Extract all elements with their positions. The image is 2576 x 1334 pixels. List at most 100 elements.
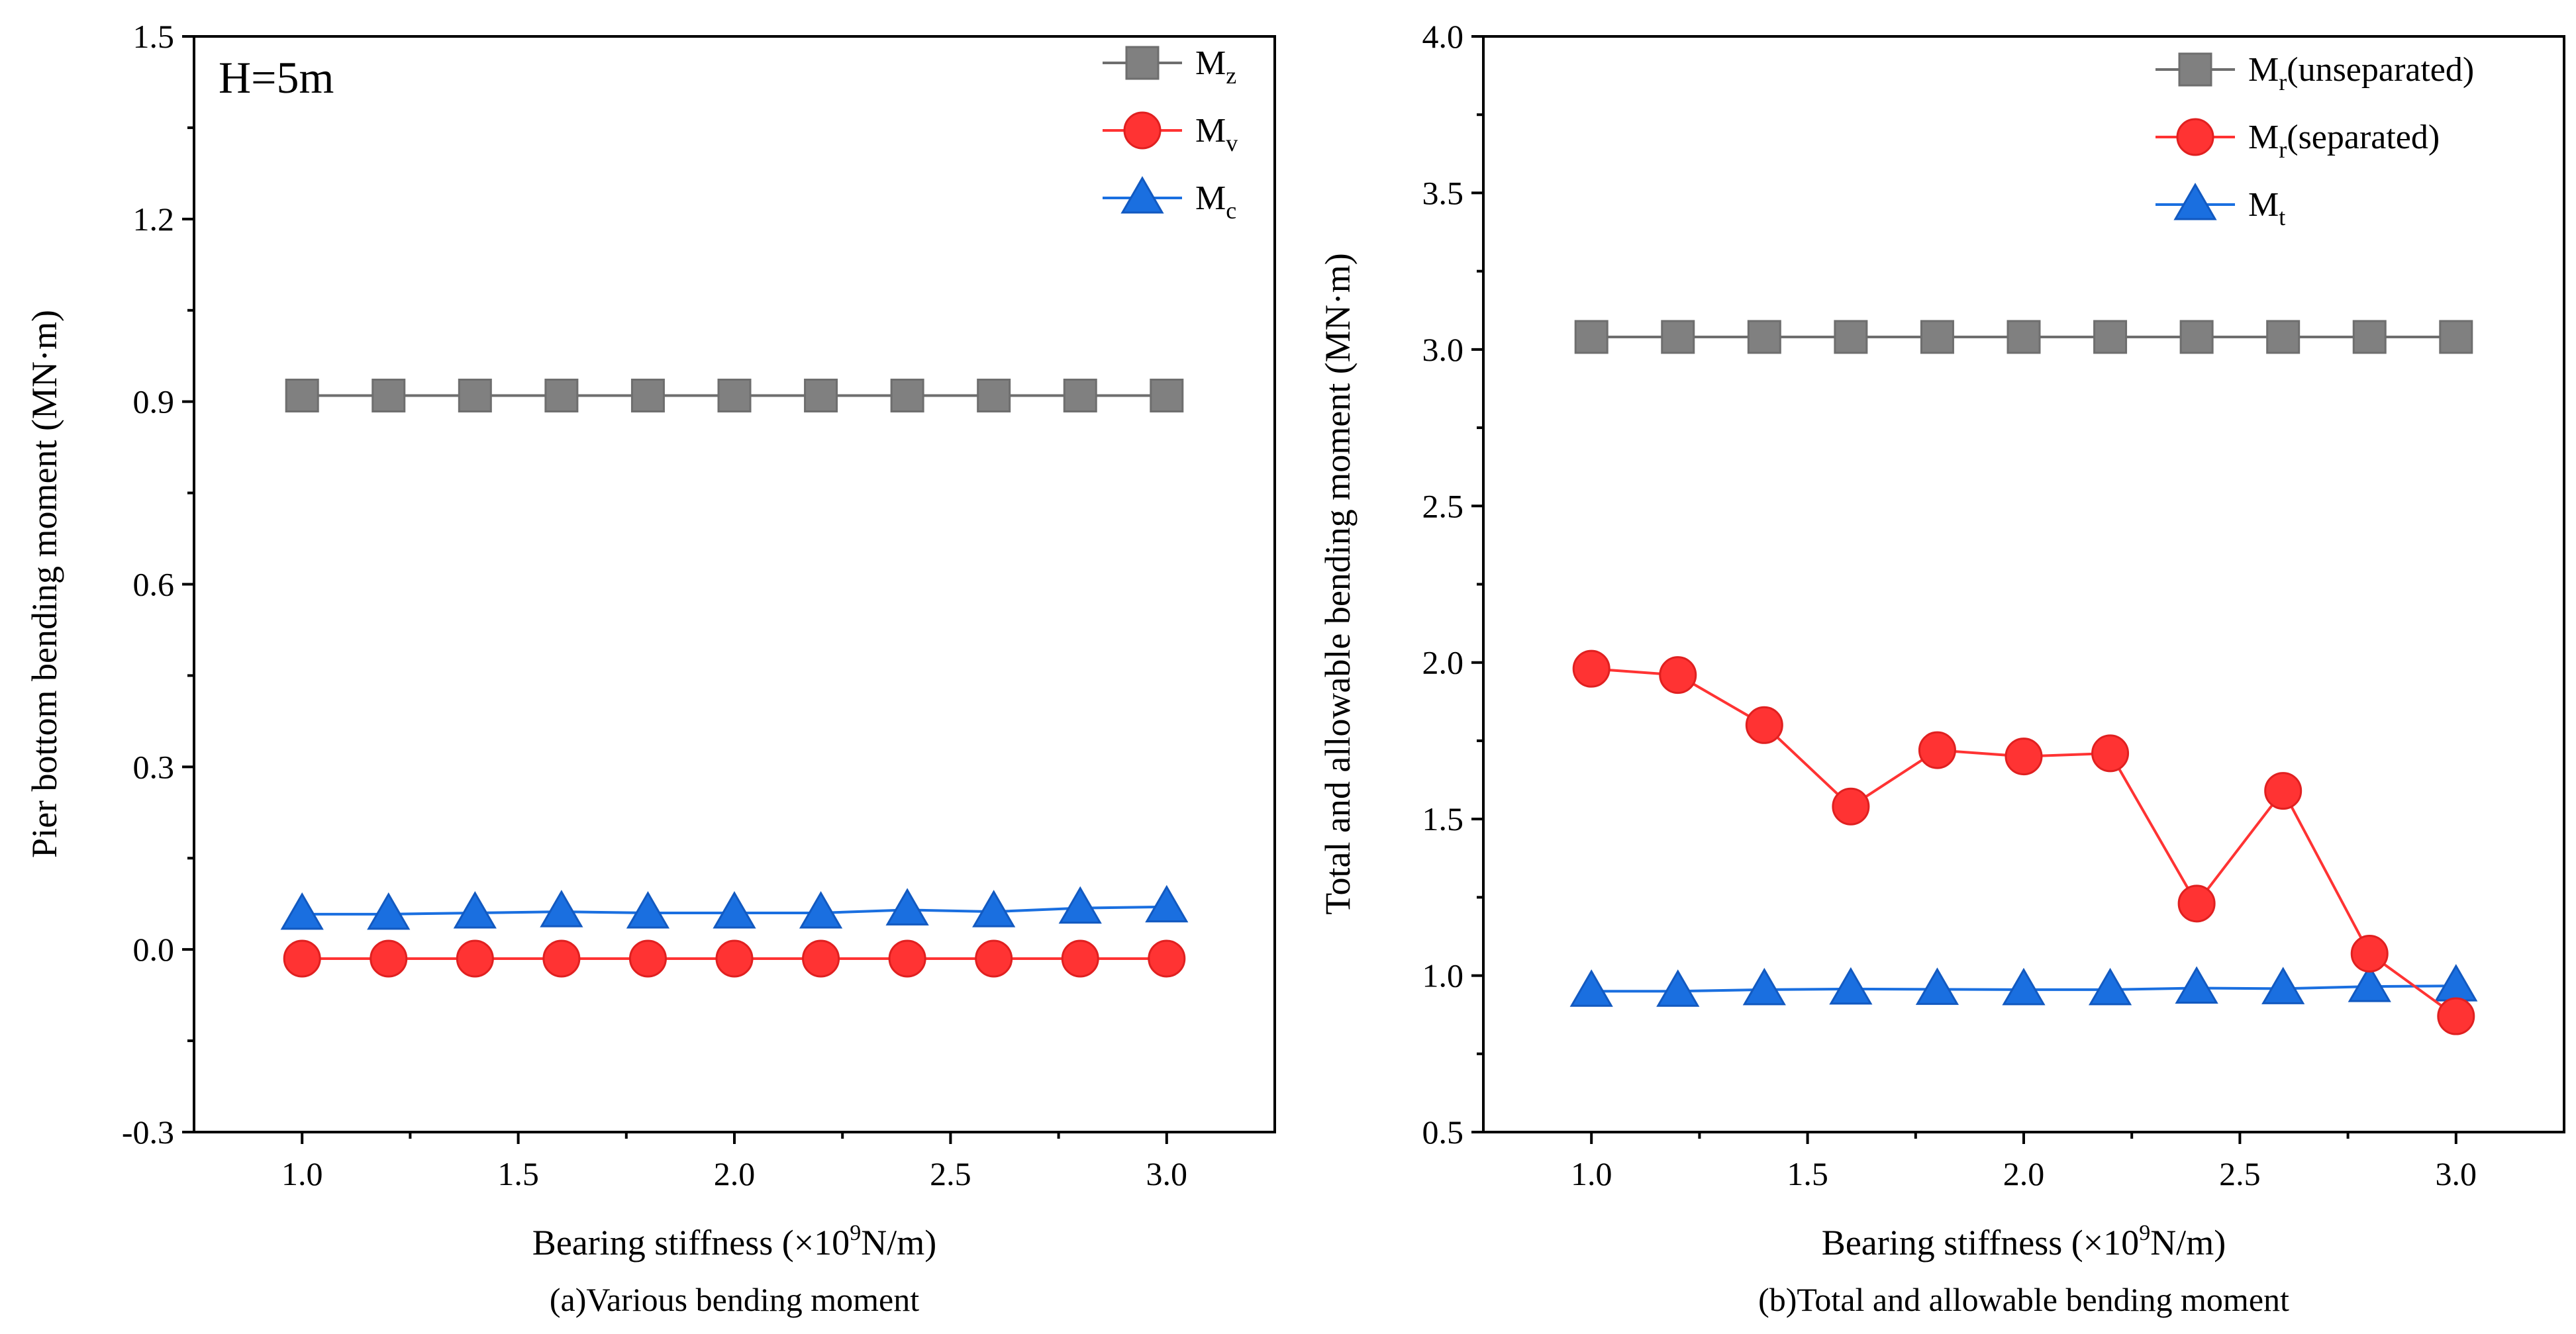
data-point [799, 890, 843, 929]
series-c [280, 884, 1189, 930]
data-point [1834, 320, 1868, 354]
legend-label: Mr(separated) [2248, 119, 2440, 163]
data-point [2091, 734, 2130, 773]
legend-label: Mz [1195, 44, 1236, 89]
data-point [2264, 772, 2303, 810]
data-point [717, 378, 752, 412]
data-point [1145, 884, 1189, 923]
x-tick-label: 1.0 [1571, 1155, 1612, 1192]
y-tick-label: -0.3 [122, 1114, 174, 1151]
data-point [1148, 939, 1186, 978]
data-point [977, 378, 1011, 412]
x-axis-label-b-tail: N/m) [2150, 1223, 2226, 1263]
x-axis-label-a-tail: N/m) [861, 1223, 936, 1263]
data-point [1745, 706, 1783, 744]
legend-b: Mr(unseparated) Mr(separated) Mt [2155, 51, 2474, 230]
data-point [1832, 787, 1870, 826]
data-point [715, 939, 754, 978]
x-tick-label: 3.0 [2436, 1155, 2477, 1192]
data-point [1569, 969, 1613, 1007]
data-point [1829, 967, 1873, 1005]
data-point [2261, 967, 2305, 1004]
series-t [1569, 964, 2478, 1007]
x-tick-label: 1.5 [1787, 1155, 1828, 1192]
data-point [2350, 934, 2389, 973]
y-axis-label-a: Pier bottom bending moment (MN·m) [25, 310, 64, 858]
y-tick-label: 3.0 [1422, 331, 1464, 368]
y-tick-label: 4.0 [1422, 18, 1464, 55]
x-tick-label: 2.5 [930, 1155, 971, 1192]
data-point [367, 892, 411, 930]
data-point [458, 378, 492, 412]
data-point [280, 892, 324, 930]
data-point [2352, 320, 2387, 354]
data-point [972, 890, 1016, 928]
legend-marker [1125, 46, 1160, 80]
y-tick-label: 1.5 [1422, 800, 1464, 837]
x-tick-label: 3.0 [1146, 1155, 1188, 1192]
x-tick-label: 1.5 [497, 1155, 539, 1192]
x-tick-label: 1.0 [281, 1155, 323, 1192]
series-line [1591, 667, 2457, 1018]
y-tick-label: 0.6 [133, 566, 175, 603]
legend-marker [1120, 175, 1164, 214]
legend-marker [1123, 111, 1162, 150]
y-tick-label: 1.0 [1422, 957, 1464, 994]
legend-label: Mr(unseparated) [2248, 51, 2474, 95]
y-tick-label: 1.2 [133, 201, 175, 238]
data-point [456, 939, 494, 978]
y-tick-label: 0.3 [133, 748, 175, 785]
data-point [1747, 320, 1781, 354]
data-point [372, 378, 406, 412]
x-axis-label-b-main: Bearing stiffness (×10 [1822, 1223, 2139, 1263]
data-point [2005, 738, 2043, 776]
data-point [1661, 320, 1695, 354]
data-point [888, 939, 926, 978]
data-point [1742, 967, 1786, 1006]
x-tick-label: 2.0 [2003, 1155, 2045, 1192]
data-point [2006, 320, 2041, 354]
data-point [1572, 649, 1610, 688]
y-tick-label: 0.9 [133, 383, 175, 420]
caption-b: (b)Total and allowable bending moment [1758, 1281, 2289, 1318]
data-point [1915, 967, 1959, 1005]
series-r-unseparated [1574, 320, 2473, 354]
data-point [1574, 320, 1609, 354]
series-v [283, 939, 1186, 978]
height-annotation: H=5m [219, 52, 334, 103]
x-axis-label-b: Bearing stiffness (×109N/m) [1822, 1221, 2226, 1263]
data-point [1058, 886, 1102, 924]
data-point [370, 939, 408, 978]
legend-marker [2176, 118, 2214, 156]
panel-a: 1.0 1.5 2.0 2.5 3.0 -0.3 0.0 0.3 0.6 0.9 1.2 1.5 H=… [25, 18, 1276, 1318]
y-tick-label: 0.0 [133, 931, 175, 968]
legend-marker [2178, 52, 2212, 87]
x-tick-label: 2.5 [2219, 1155, 2261, 1192]
y-tick-label: 1.5 [133, 18, 175, 55]
data-point [2266, 320, 2301, 354]
data-point [2348, 965, 2391, 1002]
data-point [285, 378, 319, 412]
data-point [2439, 320, 2473, 354]
data-point [2002, 967, 2046, 1006]
data-point [890, 378, 924, 412]
data-point [1659, 656, 1697, 694]
plot-frame-b [1482, 35, 2565, 1133]
y-tick-label: 2.5 [1422, 487, 1464, 524]
x-axis-label-a-main: Bearing stiffness (×10 [532, 1223, 850, 1263]
series-z [285, 378, 1184, 412]
x-axis-label-a-sup: 9 [850, 1221, 861, 1245]
data-point [626, 890, 670, 929]
y-tick-label: 2.0 [1422, 644, 1464, 681]
data-point [2177, 884, 2216, 923]
x-axis-label-a: Bearing stiffness (×109N/m) [532, 1221, 936, 1263]
data-point [2088, 967, 2132, 1006]
data-point [544, 378, 579, 412]
data-point [540, 890, 583, 928]
data-point [2434, 964, 2478, 1002]
data-point [2093, 320, 2128, 354]
data-point [1920, 320, 1954, 354]
data-point [1061, 939, 1099, 978]
data-point [804, 378, 838, 412]
